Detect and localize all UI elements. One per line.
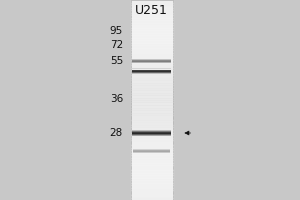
Bar bbox=[132, 69, 172, 70]
Text: 36: 36 bbox=[110, 94, 123, 104]
Bar bbox=[132, 134, 172, 135]
Text: 72: 72 bbox=[110, 40, 123, 50]
Bar bbox=[133, 151, 170, 152]
Bar bbox=[132, 132, 172, 133]
Bar bbox=[132, 68, 172, 69]
Bar bbox=[132, 59, 172, 60]
Bar bbox=[133, 150, 170, 151]
Bar bbox=[132, 70, 172, 71]
Bar bbox=[132, 60, 172, 61]
Text: 55: 55 bbox=[110, 56, 123, 66]
Bar bbox=[132, 135, 172, 136]
Bar bbox=[133, 149, 170, 150]
Bar bbox=[132, 71, 172, 72]
Bar bbox=[132, 72, 172, 73]
Text: U251: U251 bbox=[135, 4, 168, 18]
Bar bbox=[132, 133, 172, 134]
Bar bbox=[130, 0, 172, 200]
Text: 95: 95 bbox=[110, 26, 123, 36]
Bar bbox=[132, 130, 172, 131]
Bar bbox=[132, 73, 172, 74]
Bar bbox=[132, 131, 172, 132]
Bar bbox=[132, 62, 172, 63]
Bar bbox=[133, 152, 170, 153]
Text: 28: 28 bbox=[110, 128, 123, 138]
Bar bbox=[132, 61, 172, 62]
